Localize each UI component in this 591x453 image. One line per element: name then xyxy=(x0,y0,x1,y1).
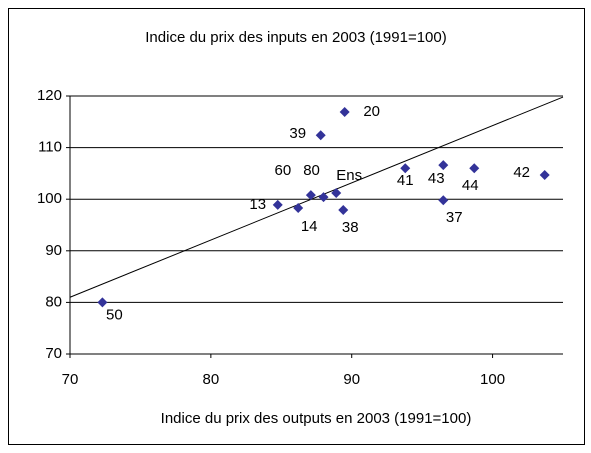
y-tick-label: 80 xyxy=(45,293,62,310)
point-label: 37 xyxy=(446,209,463,226)
point xyxy=(438,195,449,206)
y-tick-label: 100 xyxy=(37,190,62,207)
x-tick-label: 80 xyxy=(203,371,220,388)
point xyxy=(305,190,316,201)
point xyxy=(438,160,449,171)
point-label: 50 xyxy=(106,306,123,323)
point-label: 38 xyxy=(342,219,359,236)
trendline xyxy=(69,96,564,298)
point xyxy=(97,297,108,308)
y-tick-label: 120 xyxy=(37,87,62,104)
y-tick-label: 70 xyxy=(45,345,62,362)
x-tick-label: 90 xyxy=(343,371,360,388)
point-label: Ens xyxy=(336,167,362,184)
point xyxy=(339,106,350,117)
x-tick-label: 70 xyxy=(62,371,79,388)
point xyxy=(318,192,329,203)
point xyxy=(293,202,304,213)
point xyxy=(331,188,342,199)
point xyxy=(272,199,283,210)
point-label: 80 xyxy=(303,162,320,179)
point-label: 14 xyxy=(301,218,318,235)
point-label: 39 xyxy=(289,125,306,142)
point-label: 43 xyxy=(428,170,445,187)
point xyxy=(338,205,349,216)
chart-frame xyxy=(8,8,585,445)
point-label: 60 xyxy=(275,162,292,179)
point-label: 13 xyxy=(249,196,266,213)
point-label: 42 xyxy=(513,164,530,181)
x-axis-title: Indice du prix des outputs en 2003 (1991… xyxy=(161,410,472,427)
point-label: 44 xyxy=(462,177,479,194)
point xyxy=(315,130,326,141)
x-tick-label: 100 xyxy=(480,371,505,388)
point-label: 20 xyxy=(363,103,380,120)
point xyxy=(400,163,411,174)
point xyxy=(539,169,550,180)
point-label: 41 xyxy=(397,172,414,189)
chart-title: Indice du prix des inputs en 2003 (1991=… xyxy=(145,29,446,46)
point xyxy=(469,163,480,174)
y-tick-label: 90 xyxy=(45,242,62,259)
y-tick-label: 110 xyxy=(38,139,62,156)
